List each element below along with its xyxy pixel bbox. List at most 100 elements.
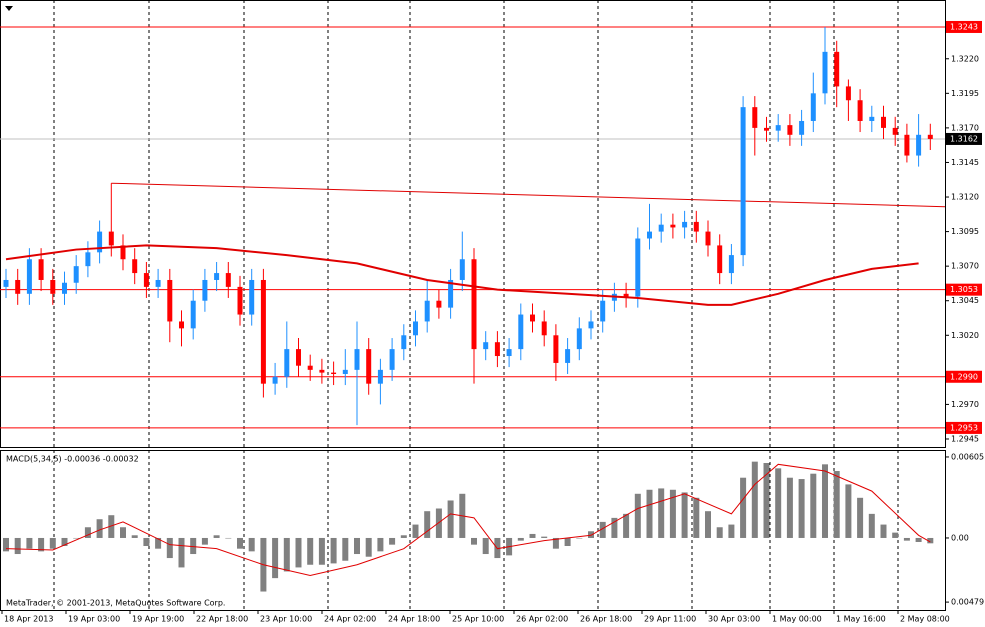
macd-bar (857, 497, 864, 538)
candle-body (717, 245, 723, 274)
candle-body (728, 255, 734, 274)
macd-bar (400, 535, 407, 538)
macd-bar (272, 537, 279, 579)
macd-bar (96, 519, 103, 538)
macd-bar (61, 537, 68, 546)
macd-bar (786, 477, 793, 538)
candle-body (705, 231, 711, 246)
level-label: 1.2953 (950, 423, 978, 432)
candle-body (132, 259, 138, 274)
y-tick-label: 1.2970 (951, 400, 979, 409)
level-label: 1.3243 (950, 22, 978, 31)
candle-body (822, 51, 828, 94)
candle-body (881, 116, 886, 128)
macd-bar (237, 537, 243, 549)
candle-body (73, 266, 79, 283)
macd-bar (283, 537, 290, 572)
macd-bar (49, 537, 56, 549)
candle-body (740, 107, 746, 256)
macd-bar (38, 537, 45, 552)
candle-body (658, 224, 664, 232)
signal-line (5, 463, 931, 576)
macd-bar (669, 489, 676, 538)
macd-bar (108, 515, 115, 538)
candle-body (108, 231, 114, 246)
x-tick-label: 1 May 16:00 (836, 615, 886, 624)
macd-bar (541, 536, 548, 538)
macd-bar (552, 537, 559, 549)
candle-body (296, 349, 301, 366)
macd-bar (471, 537, 477, 545)
y-tick-label: 1.3070 (951, 262, 979, 271)
copyright: MetaTrader, © 2001-2013, MetaQuotes Soft… (6, 599, 225, 608)
macd-bar (307, 537, 314, 565)
y-tick-label: 0.00605 (951, 452, 984, 461)
candle-body (237, 286, 243, 315)
candle-body (85, 252, 91, 267)
candle-body (494, 342, 500, 357)
candle-body (167, 279, 173, 322)
macd-bar (365, 537, 372, 557)
macd-bar (131, 535, 138, 538)
candle-body (436, 300, 442, 308)
macd-bar (576, 537, 583, 539)
candle-body (284, 349, 290, 377)
macd-bar (482, 537, 489, 555)
candle-body (471, 259, 477, 350)
macd-bar (822, 464, 828, 538)
macd-bar (599, 521, 606, 538)
candle-body (38, 259, 44, 280)
x-tick-label: 30 Apr 03:00 (708, 615, 760, 624)
macd-bar (248, 537, 255, 552)
macd-bar (611, 517, 618, 538)
candle-body (764, 127, 769, 131)
candle-body (775, 125, 781, 131)
macd-bar (354, 537, 360, 555)
x-tick-label: 1 May 00:00 (772, 615, 822, 624)
macd-bar (73, 537, 80, 539)
macd-bar (201, 537, 208, 545)
macd-bar (330, 537, 337, 564)
macd-bar (166, 537, 173, 559)
y-tick-label: 1.3220 (951, 54, 979, 63)
trendline (111, 182, 946, 208)
candle-body (225, 273, 231, 287)
candle-body (600, 300, 606, 322)
candle-body (693, 221, 699, 232)
candle-body (190, 300, 196, 329)
macd-bar (295, 537, 302, 568)
menu-triangle[interactable] (5, 6, 13, 11)
macd-panel-frame (0, 450, 946, 611)
y-tick-label: 1.3120 (951, 193, 979, 202)
candle-body (354, 349, 360, 370)
level-label-box (946, 421, 982, 434)
y-tick-label: 1.3045 (951, 296, 979, 305)
candle-body (366, 349, 372, 384)
macd-bar (424, 511, 431, 538)
macd-bar (751, 461, 758, 538)
macd-bar (646, 489, 653, 538)
candle-body (120, 245, 126, 260)
macd-bar (143, 537, 150, 546)
candle-body (623, 293, 629, 297)
macd-bar (810, 473, 817, 538)
x-tick-label: 2 May 08:00 (900, 615, 950, 624)
candle-body (682, 221, 688, 228)
candle-body (635, 238, 641, 297)
macd-bar (412, 524, 419, 538)
macd-bar (178, 537, 185, 568)
candle-body (202, 279, 208, 301)
candle-body (424, 300, 430, 322)
macd-bar (155, 537, 162, 549)
macd-bar (833, 471, 840, 538)
macd-bar (190, 537, 197, 555)
macd-bar (517, 537, 524, 541)
candle-body (401, 335, 407, 350)
candle-body (787, 125, 793, 135)
candle-body (331, 372, 337, 374)
macd-bar (880, 524, 887, 538)
macd-bar (225, 537, 232, 539)
y-tick-label: 1.3145 (951, 158, 979, 167)
x-tick-label: 19 Apr 03:00 (68, 615, 120, 624)
